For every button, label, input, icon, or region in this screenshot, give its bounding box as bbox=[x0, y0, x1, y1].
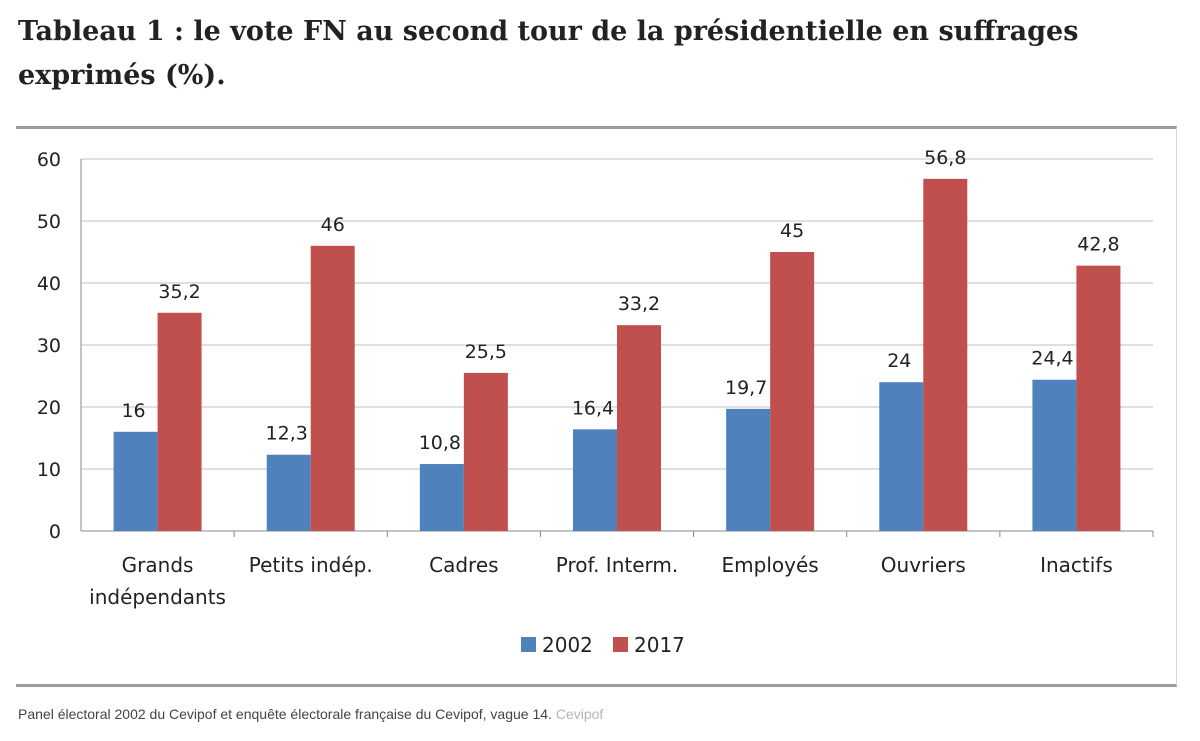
page-title: Tableau 1 : le vote FN au second tour de… bbox=[18, 16, 1079, 91]
category-label: Grands bbox=[122, 553, 194, 577]
data-label: 10,8 bbox=[419, 432, 461, 454]
data-label: 45 bbox=[780, 220, 804, 242]
y-tick-label: 10 bbox=[37, 459, 61, 481]
data-label: 24,4 bbox=[1031, 348, 1073, 370]
chart-frame: 0 10 20 30 40 50 60 16 35,2 Grands indépendants 12,… bbox=[16, 126, 1177, 687]
data-label: 19,7 bbox=[725, 377, 767, 399]
y-tick-label: 50 bbox=[37, 211, 61, 233]
data-label: 12,3 bbox=[266, 423, 308, 445]
caption-source: Cevipof bbox=[555, 706, 604, 722]
bar-2002 bbox=[726, 408, 771, 531]
y-tick-label: 40 bbox=[37, 273, 61, 295]
data-label: 46 bbox=[321, 214, 345, 236]
y-tick-label: 0 bbox=[49, 521, 61, 543]
category-label: Prof. Interm. bbox=[556, 553, 678, 577]
data-label: 35,2 bbox=[158, 281, 200, 303]
bar-2002 bbox=[113, 431, 158, 531]
data-label: 56,8 bbox=[924, 147, 966, 169]
bar-2002 bbox=[419, 464, 464, 531]
bar-2017 bbox=[310, 245, 355, 532]
bar-2017 bbox=[157, 312, 202, 531]
data-label: 24 bbox=[887, 350, 911, 372]
bar-2002 bbox=[879, 382, 924, 531]
figure-caption: Panel électoral 2002 du Cevipof et enquê… bbox=[18, 706, 603, 722]
bar-2017 bbox=[617, 325, 661, 531]
y-tick-label: 20 bbox=[37, 397, 61, 419]
legend-swatch-2002 bbox=[521, 637, 536, 652]
category-label: indépendants bbox=[89, 585, 226, 609]
legend-label: 2017 bbox=[634, 633, 685, 657]
category-label: Cadres bbox=[429, 553, 498, 577]
bar-2017 bbox=[463, 372, 508, 531]
data-label: 33,2 bbox=[618, 293, 660, 315]
y-tick-label: 60 bbox=[37, 149, 61, 171]
category-label: Inactifs bbox=[1040, 553, 1113, 577]
bar-2002 bbox=[266, 454, 311, 531]
bar-2002 bbox=[1032, 379, 1077, 531]
legend-swatch-2017 bbox=[613, 637, 628, 652]
data-label: 25,5 bbox=[465, 341, 507, 363]
category-label: Ouvriers bbox=[881, 553, 966, 577]
data-label: 16 bbox=[121, 400, 145, 422]
bar-2017 bbox=[1076, 265, 1121, 531]
data-label: 42,8 bbox=[1077, 234, 1119, 256]
caption-text: Panel électoral 2002 du Cevipof et enquê… bbox=[18, 706, 552, 722]
y-tick-label: 30 bbox=[37, 335, 61, 357]
bar-2017 bbox=[770, 252, 815, 531]
data-label: 16,4 bbox=[572, 397, 614, 419]
bar-chart: 0 10 20 30 40 50 60 16 35,2 Grands indépendants 12,… bbox=[37, 147, 1154, 657]
bar-2002 bbox=[573, 429, 617, 531]
category-label: Petits indép. bbox=[249, 553, 373, 577]
legend-label: 2002 bbox=[542, 633, 593, 657]
category-label: Employés bbox=[722, 553, 819, 577]
bar-2017 bbox=[923, 178, 968, 531]
